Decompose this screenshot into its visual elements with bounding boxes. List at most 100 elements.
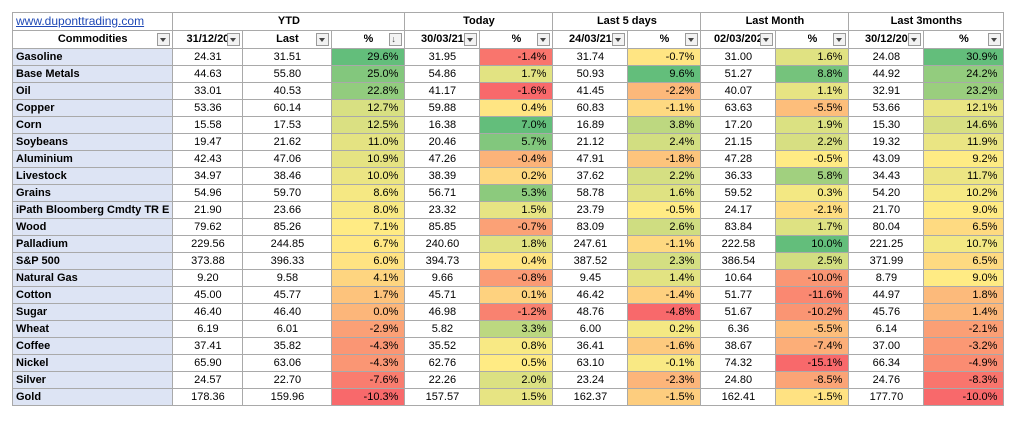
last-price-cell[interactable]: 35.82 [242, 337, 333, 355]
m3-base-cell[interactable]: 53.66 [848, 99, 925, 117]
commodity-name-cell[interactable]: Oil [11, 82, 174, 100]
last-price-cell[interactable]: 38.46 [242, 167, 333, 185]
today-base-cell[interactable]: 157.57 [404, 388, 481, 406]
d5-base-cell[interactable]: 47.91 [552, 150, 629, 168]
d5-pct-cell[interactable]: 1.4% [627, 269, 702, 287]
m1-base-cell[interactable]: 162.41 [700, 388, 777, 406]
last-price-cell[interactable]: 47.06 [242, 150, 333, 168]
ytd-pct-cell[interactable]: 25.0% [331, 65, 406, 83]
commodity-name-cell[interactable]: Cotton [11, 286, 174, 304]
last-price-cell[interactable]: 159.96 [242, 388, 333, 406]
commodity-name-cell[interactable]: Gasoline [11, 48, 174, 66]
last-price-cell[interactable]: 85.26 [242, 218, 333, 236]
header-5d-pct[interactable]: % [627, 30, 702, 49]
d5-pct-cell[interactable]: -1.1% [627, 99, 702, 117]
m3-base-cell[interactable]: 177.70 [848, 388, 925, 406]
ytd-pct-cell[interactable]: -10.3% [331, 388, 406, 406]
ytd-base-cell[interactable]: 15.58 [172, 116, 244, 134]
m1-pct-cell[interactable]: 8.8% [775, 65, 850, 83]
last-price-cell[interactable]: 396.33 [242, 252, 333, 270]
ytd-base-cell[interactable]: 33.01 [172, 82, 244, 100]
today-base-cell[interactable]: 240.60 [404, 235, 481, 253]
today-pct-cell[interactable]: 1.7% [479, 65, 554, 83]
d5-base-cell[interactable]: 37.62 [552, 167, 629, 185]
d5-base-cell[interactable]: 41.45 [552, 82, 629, 100]
m3-pct-cell[interactable]: 12.1% [923, 99, 1005, 117]
d5-pct-cell[interactable]: -1.8% [627, 150, 702, 168]
m1-pct-cell[interactable]: -11.6% [775, 286, 850, 304]
m1-pct-cell[interactable]: 10.0% [775, 235, 850, 253]
m3-base-cell[interactable]: 15.30 [848, 116, 925, 134]
m3-base-cell[interactable]: 54.20 [848, 184, 925, 202]
ytd-pct-cell[interactable]: -4.3% [331, 337, 406, 355]
m3-pct-cell[interactable]: 24.2% [923, 65, 1005, 83]
ytd-pct-cell[interactable]: 29.6% [331, 48, 406, 66]
m3-pct-cell[interactable]: 6.5% [923, 252, 1005, 270]
m3-pct-cell[interactable]: 11.9% [923, 133, 1005, 151]
ytd-pct-cell[interactable]: 12.5% [331, 116, 406, 134]
d5-pct-cell[interactable]: 3.8% [627, 116, 702, 134]
d5-base-cell[interactable]: 9.45 [552, 269, 629, 287]
m3-base-cell[interactable]: 371.99 [848, 252, 925, 270]
ytd-base-cell[interactable]: 37.41 [172, 337, 244, 355]
commodity-name-cell[interactable]: Gold [11, 388, 174, 406]
ytd-base-cell[interactable]: 178.36 [172, 388, 244, 406]
m3-base-cell[interactable]: 44.92 [848, 65, 925, 83]
m1-pct-cell[interactable]: -10.2% [775, 303, 850, 321]
commodity-name-cell[interactable]: Livestock [11, 167, 174, 185]
m3-base-cell[interactable]: 43.09 [848, 150, 925, 168]
today-base-cell[interactable]: 23.32 [404, 201, 481, 219]
commodity-name-cell[interactable]: S&P 500 [11, 252, 174, 270]
m1-pct-cell[interactable]: 2.2% [775, 133, 850, 151]
m1-pct-cell[interactable]: 1.7% [775, 218, 850, 236]
filter-dropdown-icon[interactable] [537, 33, 551, 46]
last-price-cell[interactable]: 60.14 [242, 99, 333, 117]
header-ytd-pct[interactable]: % [331, 30, 406, 49]
m1-pct-cell[interactable]: 2.5% [775, 252, 850, 270]
today-base-cell[interactable]: 47.26 [404, 150, 481, 168]
today-pct-cell[interactable]: -0.7% [479, 218, 554, 236]
d5-base-cell[interactable]: 23.24 [552, 371, 629, 389]
m1-base-cell[interactable]: 17.20 [700, 116, 777, 134]
today-base-cell[interactable]: 5.82 [404, 320, 481, 338]
ytd-pct-cell[interactable]: 22.8% [331, 82, 406, 100]
header-1m-pct[interactable]: % [775, 30, 850, 49]
m1-pct-cell[interactable]: -5.5% [775, 99, 850, 117]
m1-base-cell[interactable]: 10.64 [700, 269, 777, 287]
m3-pct-cell[interactable]: 23.2% [923, 82, 1005, 100]
filter-dropdown-icon[interactable] [760, 33, 774, 46]
m3-base-cell[interactable]: 19.32 [848, 133, 925, 151]
header-ytd-base-date[interactable]: 31/12/20 [172, 30, 244, 49]
m3-pct-cell[interactable]: -8.3% [923, 371, 1005, 389]
commodity-name-cell[interactable]: Soybeans [11, 133, 174, 151]
today-base-cell[interactable]: 45.71 [404, 286, 481, 304]
today-pct-cell[interactable]: 3.3% [479, 320, 554, 338]
today-pct-cell[interactable]: 5.7% [479, 133, 554, 151]
m3-pct-cell[interactable]: 1.4% [923, 303, 1005, 321]
filter-dropdown-icon[interactable] [316, 33, 330, 46]
d5-pct-cell[interactable]: -1.1% [627, 235, 702, 253]
m1-base-cell[interactable]: 40.07 [700, 82, 777, 100]
m3-pct-cell[interactable]: 14.6% [923, 116, 1005, 134]
filter-dropdown-icon[interactable] [157, 33, 171, 46]
m1-base-cell[interactable]: 36.33 [700, 167, 777, 185]
m1-pct-cell[interactable]: -8.5% [775, 371, 850, 389]
d5-pct-cell[interactable]: 2.2% [627, 167, 702, 185]
ytd-base-cell[interactable]: 53.36 [172, 99, 244, 117]
filter-dropdown-icon[interactable] [227, 33, 241, 46]
m1-base-cell[interactable]: 47.28 [700, 150, 777, 168]
today-base-cell[interactable]: 394.73 [404, 252, 481, 270]
commodity-name-cell[interactable]: Wood [11, 218, 174, 236]
filter-dropdown-icon[interactable] [612, 33, 626, 46]
today-pct-cell[interactable]: -0.8% [479, 269, 554, 287]
m1-base-cell[interactable]: 21.15 [700, 133, 777, 151]
last-price-cell[interactable]: 21.62 [242, 133, 333, 151]
d5-base-cell[interactable]: 247.61 [552, 235, 629, 253]
filter-dropdown-icon[interactable] [685, 33, 699, 46]
header-5d-base-date[interactable]: 24/03/21 [552, 30, 629, 49]
m3-base-cell[interactable]: 34.43 [848, 167, 925, 185]
d5-base-cell[interactable]: 23.79 [552, 201, 629, 219]
m3-pct-cell[interactable]: -10.0% [923, 388, 1005, 406]
d5-base-cell[interactable]: 36.41 [552, 337, 629, 355]
header-last[interactable]: Last [242, 30, 333, 49]
